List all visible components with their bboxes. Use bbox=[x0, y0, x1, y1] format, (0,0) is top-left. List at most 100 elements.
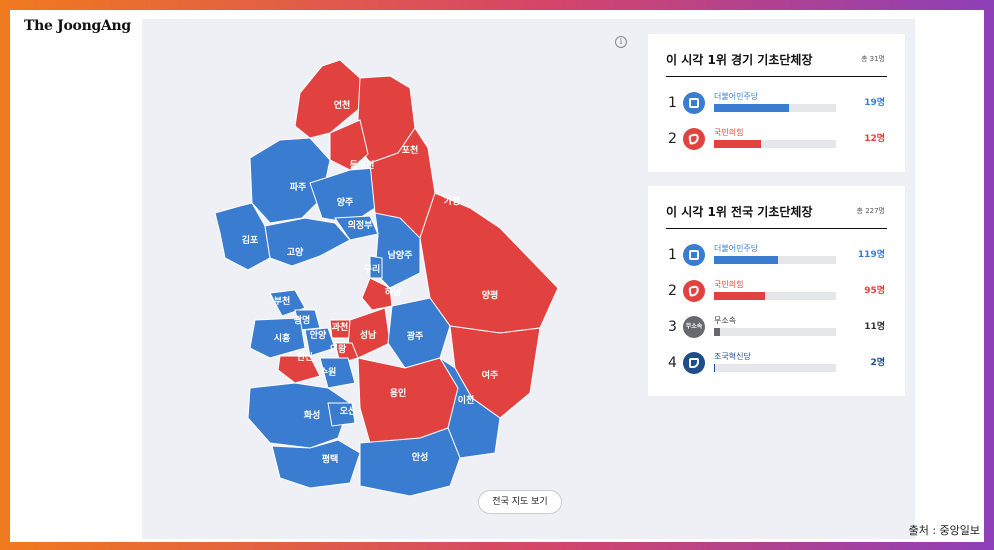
map-region-label: 이천 bbox=[458, 394, 475, 406]
party-name: 국민의힘 bbox=[714, 128, 744, 137]
map-region-26[interactable] bbox=[439, 357, 501, 459]
seat-count: 11명 bbox=[864, 322, 885, 332]
rebuilding-korea-party-icon bbox=[683, 352, 705, 374]
party-name: 조국혁신당 bbox=[714, 352, 751, 361]
map-region-3[interactable] bbox=[329, 119, 369, 171]
map-region-label: 파주 bbox=[290, 181, 307, 193]
seat-count: 119명 bbox=[857, 250, 885, 260]
progress-track bbox=[714, 140, 836, 148]
rank: 3 bbox=[668, 319, 677, 335]
map-region-label: 화성 bbox=[304, 409, 321, 421]
progress-fill bbox=[714, 292, 766, 300]
independent-icon: 무소속 bbox=[683, 316, 705, 338]
map-region-label: 구리 bbox=[364, 263, 381, 275]
map-region-label: 용인 bbox=[390, 388, 407, 399]
map-region-13[interactable] bbox=[419, 192, 559, 334]
democratic-party-icon bbox=[683, 244, 705, 266]
map-region-11[interactable] bbox=[369, 255, 383, 279]
democratic-party-icon bbox=[683, 92, 705, 114]
map-region-label: 김포 bbox=[242, 234, 259, 246]
map-region-10[interactable] bbox=[374, 212, 421, 289]
map-region-label: 고양 bbox=[287, 246, 304, 258]
map-region-label: 의정부 bbox=[348, 219, 373, 231]
national-summary-card: 이 시각 1위 전국 기초단체장 총 227명 1 더불어민주당 119명 2 국민의힘… bbox=[648, 186, 905, 396]
map-region-30[interactable] bbox=[359, 427, 461, 497]
map-region-label: 동두천 bbox=[350, 160, 375, 171]
map-region-29[interactable] bbox=[271, 439, 361, 489]
seat-count: 12명 bbox=[864, 134, 885, 144]
card-title: 이 시각 1위 경기 기초단체장 bbox=[666, 53, 813, 67]
progress-track bbox=[714, 292, 836, 300]
map-region-label: 남양주 bbox=[388, 249, 413, 261]
map-region-label: 포천 bbox=[402, 145, 419, 156]
national-map-button[interactable]: 전국 지도 보기 bbox=[478, 490, 562, 514]
progress-track bbox=[714, 328, 836, 336]
map-region-label: 여주 bbox=[482, 369, 499, 381]
map-region-label: 부천 bbox=[274, 296, 291, 307]
map-region-label: 안산 bbox=[297, 351, 314, 363]
map-region-28[interactable] bbox=[327, 402, 356, 427]
progress-track bbox=[714, 364, 836, 372]
party-row: 2 국민의힘 12명 bbox=[648, 125, 905, 155]
map-region-label: 하남 bbox=[385, 286, 402, 298]
source-credit: 출처 : 중앙일보 bbox=[908, 524, 980, 537]
map-region-9[interactable] bbox=[264, 217, 351, 267]
map-region-label: 의왕 bbox=[330, 343, 347, 355]
map-region-18[interactable] bbox=[304, 327, 336, 357]
card-title: 이 시각 1위 전국 기초단체장 bbox=[666, 205, 813, 219]
map-region-17[interactable] bbox=[249, 317, 306, 359]
party-name: 국민의힘 bbox=[714, 280, 744, 289]
map-region-label: 연천 bbox=[334, 100, 351, 111]
progress-fill bbox=[714, 328, 720, 336]
map-region-23[interactable] bbox=[319, 357, 356, 389]
map-region-label: 가평 bbox=[444, 195, 461, 207]
card-total: 총 227명 bbox=[856, 207, 885, 215]
party-name: 더불어민주당 bbox=[714, 244, 759, 253]
party-name: 더불어민주당 bbox=[714, 92, 759, 101]
seat-count: 2명 bbox=[870, 358, 885, 368]
rank: 2 bbox=[668, 283, 677, 299]
rank: 4 bbox=[668, 355, 677, 371]
map-region-label: 광주 bbox=[407, 330, 424, 342]
map-region-label: 시흥 bbox=[274, 332, 291, 344]
brand-logo: The JoongAng bbox=[24, 18, 131, 34]
divider bbox=[666, 228, 887, 229]
map-region-label: 안양 bbox=[310, 329, 327, 341]
card-total: 총 31명 bbox=[860, 55, 885, 63]
progress-fill bbox=[714, 364, 716, 372]
map-region-label: 수원 bbox=[320, 366, 337, 378]
party-row: 3 무소속 무소속 11명 bbox=[648, 313, 905, 343]
map-regions bbox=[214, 59, 559, 497]
progress-fill bbox=[714, 256, 778, 264]
people-power-party-icon bbox=[683, 280, 705, 302]
party-row: 1 더불어민주당 19명 bbox=[648, 89, 905, 119]
map-region-22[interactable] bbox=[277, 355, 321, 384]
rank: 2 bbox=[668, 131, 677, 147]
rank: 1 bbox=[668, 95, 677, 111]
progress-fill bbox=[714, 104, 789, 112]
seat-count: 95명 bbox=[864, 286, 885, 296]
map-region-12[interactable] bbox=[361, 277, 393, 311]
info-icon[interactable]: i bbox=[615, 36, 627, 48]
map-region-label: 양평 bbox=[482, 289, 499, 301]
map-region-27[interactable] bbox=[247, 382, 351, 449]
divider bbox=[666, 76, 887, 77]
progress-fill bbox=[714, 140, 762, 148]
party-name: 무소속 bbox=[714, 316, 737, 325]
map-region-label: 평택 bbox=[322, 453, 339, 465]
map-region-label: 성남 bbox=[360, 329, 377, 341]
map-region-label: 과천 bbox=[332, 321, 349, 333]
party-row: 4 조국혁신당 2명 bbox=[648, 349, 905, 379]
icon-text: 무소속 bbox=[685, 323, 703, 330]
rank: 1 bbox=[668, 247, 677, 263]
map-region-label: 양주 bbox=[337, 196, 354, 208]
progress-track bbox=[714, 104, 836, 112]
map-region-label: 안성 bbox=[412, 451, 429, 463]
party-row: 1 더불어민주당 119명 bbox=[648, 241, 905, 271]
seat-count: 19명 bbox=[864, 98, 885, 108]
gyeonggi-summary-card: 이 시각 1위 경기 기초단체장 총 31명 1 더불어민주당 19명 2 국민의힘 12… bbox=[648, 34, 905, 172]
people-power-party-icon bbox=[683, 128, 705, 150]
map-region-label: 광명 bbox=[294, 314, 311, 326]
